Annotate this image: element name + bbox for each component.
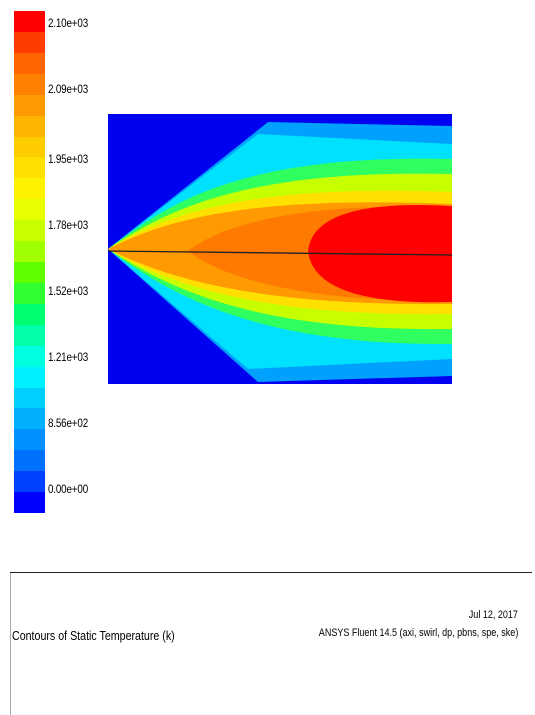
legend-swatch xyxy=(14,429,45,451)
legend-swatch xyxy=(14,115,45,137)
legend-swatch xyxy=(14,73,45,96)
legend-swatch xyxy=(14,282,45,305)
legend-swatch xyxy=(14,31,45,54)
legend-swatch xyxy=(14,52,45,75)
legend-swatch xyxy=(14,366,45,388)
legend-swatch xyxy=(14,408,45,430)
legend-swatch xyxy=(14,324,45,347)
legend-label: 1.21e+03 xyxy=(48,350,89,364)
legend-swatch xyxy=(14,262,45,284)
legend-swatch xyxy=(14,387,45,409)
legend-label: 1.52e+03 xyxy=(48,284,89,298)
footer-divider xyxy=(10,572,532,573)
legend-swatch xyxy=(14,303,45,326)
legend-label: 8.56e+02 xyxy=(48,416,89,430)
legend-label: 1.95e+03 xyxy=(48,152,89,166)
legend-swatch xyxy=(14,241,45,263)
plot-title: Contours of Static Temperature (k) xyxy=(12,628,175,643)
temperature-contour-plot xyxy=(108,114,452,384)
legend-swatch xyxy=(14,11,45,33)
legend-swatch xyxy=(14,199,45,221)
legend-swatch xyxy=(14,178,45,200)
legend-swatch xyxy=(14,157,45,179)
legend-swatch xyxy=(14,220,45,242)
legend-label: 1.78e+03 xyxy=(48,218,89,232)
legend-swatch xyxy=(14,471,45,493)
legend-swatch xyxy=(14,492,45,514)
solver-info: ANSYS Fluent 14.5 (axi, swirl, dp, pbns,… xyxy=(318,627,518,639)
footer-border xyxy=(10,573,11,715)
axis-centerline xyxy=(108,250,452,256)
legend-swatch xyxy=(14,136,45,158)
legend-swatch xyxy=(14,345,45,368)
date-stamp: Jul 12, 2017 xyxy=(468,609,518,621)
legend-label: 2.09e+03 xyxy=(48,82,89,96)
legend-swatch xyxy=(14,94,45,117)
legend-swatch xyxy=(14,450,45,472)
legend-label: 2.10e+03 xyxy=(48,16,89,30)
color-legend-labels: 2.10e+03 2.09e+03 1.95e+03 1.78e+03 1.52… xyxy=(48,0,128,540)
legend-label: 0.00e+00 xyxy=(48,482,89,496)
color-legend-bar xyxy=(14,11,45,514)
